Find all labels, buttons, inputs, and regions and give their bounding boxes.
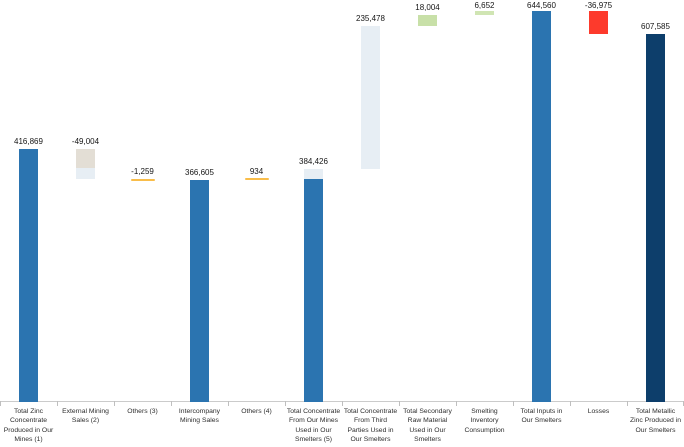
category-label-line: Losses <box>587 408 610 415</box>
value-label: -49,004 <box>71 137 100 147</box>
category-label-line: Total Concentrate <box>286 408 341 415</box>
category-label: Total Concentrate From Third Parties Used … <box>342 407 399 445</box>
value-label: -36,975 <box>584 1 613 10</box>
category-label: Total Zinc Concentrate Produced in Our Mine… <box>0 407 57 445</box>
category-label-line: Total Zinc <box>13 408 44 415</box>
category-label-line: Total Inputs in <box>520 408 563 415</box>
value-label: -1,259 <box>131 167 154 177</box>
waterfall-bar <box>589 11 608 34</box>
category-label-line: Produced in Our <box>3 426 54 434</box>
category-label-line: Mines (1) <box>14 436 43 444</box>
axis-tick <box>399 401 400 406</box>
category-label-line: Mining Sales <box>180 417 219 425</box>
axis-tick <box>456 401 457 406</box>
axis-tick <box>627 401 628 406</box>
axis-tick <box>285 401 286 406</box>
axis-tick <box>171 401 172 406</box>
category-label: Total Secondary Raw Material Used in Our Sm… <box>399 407 456 445</box>
category-label: Others (3) <box>114 407 171 416</box>
value-label: 416,869 <box>14 137 43 147</box>
category-label: Total Inputs in Our Smelters <box>513 407 570 426</box>
value-label: 366,605 <box>185 167 214 177</box>
waterfall-bar <box>532 11 551 402</box>
waterfall-bar <box>19 149 38 402</box>
value-label: 235,478 <box>356 14 385 24</box>
category-label-line: Total Concentrate <box>343 408 398 415</box>
axis-tick <box>0 401 1 406</box>
waterfall-tiny-marker <box>244 178 269 181</box>
category-label: Losses <box>570 407 627 416</box>
category-label: Total Metallic Zinc Produced in Our Smelte… <box>627 407 684 435</box>
value-label: 644,560 <box>527 1 556 10</box>
category-label-line: Inventory <box>470 417 499 425</box>
category-label-line: Zinc Produced in <box>629 417 681 425</box>
waterfall-bar <box>361 26 380 169</box>
category-label-line: From Third <box>353 417 388 425</box>
category-label: External Mining Sales (2) <box>57 407 114 426</box>
category-label: Total Concentrate From Our Mines Used in O… <box>285 407 342 445</box>
category-label-line: Total Metallic <box>635 408 676 415</box>
category-label-line: Smelters (5) <box>294 436 332 444</box>
category-label-line: Parties Used in <box>347 426 394 434</box>
category-label-line: Others (3) <box>127 408 158 415</box>
axis-tick <box>228 401 229 406</box>
waterfall-bar-segment-0 <box>76 149 95 168</box>
axis-tick <box>513 401 514 406</box>
category-label-line: Smelting <box>471 408 498 415</box>
category-label-line: External Mining <box>62 408 109 415</box>
category-label: Others (4) <box>228 407 285 416</box>
waterfall-bar <box>418 15 437 27</box>
waterfall-bar <box>304 179 323 402</box>
category-label-line: Used in Our <box>295 426 332 434</box>
axis-tick <box>57 401 58 406</box>
waterfall-tiny-marker <box>130 178 155 181</box>
waterfall-bar <box>646 33 665 402</box>
axis-tick <box>570 401 571 406</box>
category-label-line: Intercompany <box>178 408 221 415</box>
category-label-line: From Our Mines <box>288 417 339 425</box>
category-label-line: Our Smelters <box>635 426 676 434</box>
waterfall-bar-segment-1 <box>76 167 95 180</box>
axis-tick <box>114 401 115 406</box>
category-label-line: Our Smelters <box>350 436 391 444</box>
category-label-line: Others (4) <box>241 408 272 415</box>
waterfall-bar <box>475 11 494 16</box>
value-label: 934 <box>249 166 264 176</box>
value-label: 607,585 <box>641 21 670 31</box>
value-label: 6,652 <box>474 1 495 10</box>
waterfall-bar <box>190 179 209 402</box>
category-label: Smelting Inventory Consumption <box>456 407 513 435</box>
category-label-line: Used in Our <box>409 426 446 434</box>
category-label-line: Concentrate <box>9 417 48 425</box>
value-label: 384,426 <box>299 157 328 166</box>
category-label-line: Smelters <box>414 436 441 444</box>
category-label-line: Sales (2) <box>71 417 100 425</box>
axis-tick <box>342 401 343 406</box>
waterfall-bar-cap <box>304 169 323 180</box>
category-label: Intercompany Mining Sales <box>171 407 228 426</box>
category-label-line: Raw Material <box>407 417 448 425</box>
category-label-line: Consumption <box>464 426 505 434</box>
category-label-line: Total Secondary <box>403 408 452 415</box>
category-label-line: Our Smelters <box>521 417 562 425</box>
value-label: 18,004 <box>415 3 440 13</box>
